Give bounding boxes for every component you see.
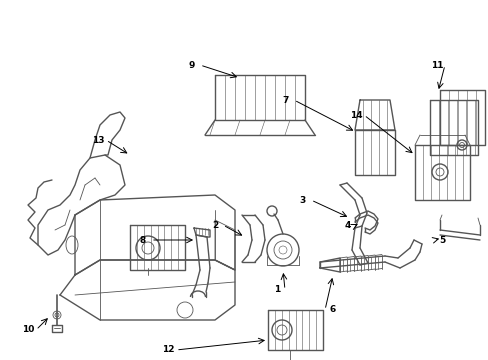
Text: 12: 12 [162,346,174,355]
Text: 2: 2 [211,220,218,230]
Text: 11: 11 [430,60,442,69]
Text: 6: 6 [329,306,335,315]
Text: 9: 9 [188,60,195,69]
Text: 1: 1 [273,285,280,294]
Text: 13: 13 [92,135,104,144]
Text: 10: 10 [22,325,34,334]
Text: 4: 4 [344,220,350,230]
Text: 8: 8 [140,235,146,244]
Text: 5: 5 [438,235,444,244]
Text: 14: 14 [349,111,362,120]
Text: 7: 7 [282,95,288,104]
Text: 3: 3 [299,195,305,204]
